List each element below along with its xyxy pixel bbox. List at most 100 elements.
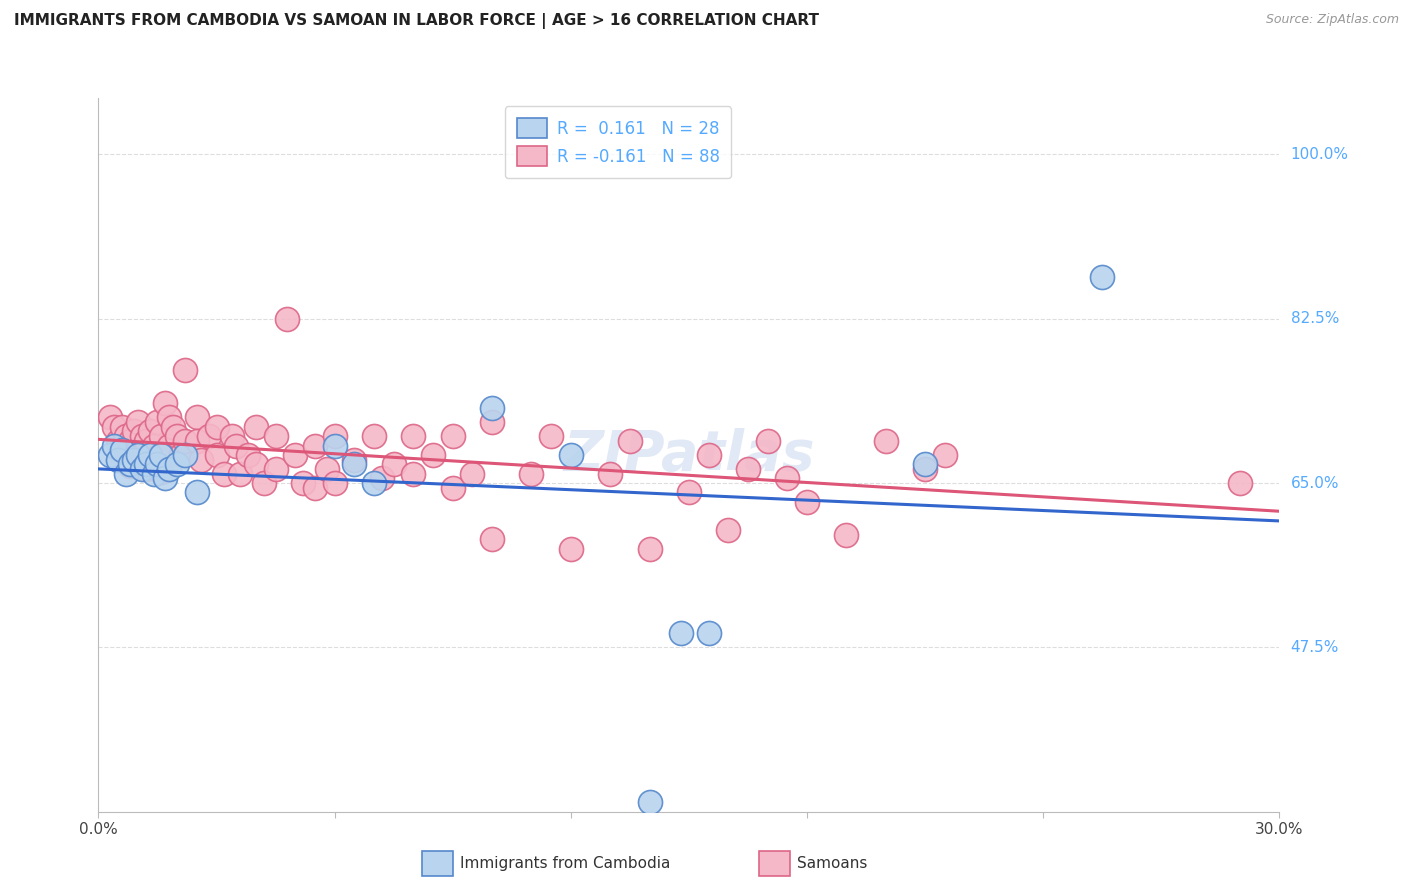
- Point: [174, 434, 197, 448]
- Point: [225, 438, 247, 452]
- Point: [162, 419, 184, 434]
- Point: [115, 429, 138, 443]
- Point: [323, 429, 346, 443]
- Point: [323, 476, 346, 491]
- Point: [315, 462, 337, 476]
- Point: [98, 410, 121, 425]
- Point: [441, 481, 464, 495]
- Point: [155, 471, 177, 485]
- Point: [214, 467, 236, 481]
- Text: IMMIGRANTS FROM CAMBODIA VS SAMOAN IN LABOR FORCE | AGE > 16 CORRELATION CHART: IMMIGRANTS FROM CAMBODIA VS SAMOAN IN LA…: [14, 13, 820, 29]
- Point: [304, 481, 326, 495]
- Point: [111, 443, 134, 458]
- Point: [166, 429, 188, 443]
- Point: [756, 434, 779, 448]
- Point: [131, 459, 153, 474]
- Point: [371, 471, 394, 485]
- Point: [157, 410, 180, 425]
- Point: [1091, 269, 1114, 284]
- Point: [776, 471, 799, 485]
- Point: [304, 438, 326, 452]
- Point: [276, 311, 298, 326]
- Legend: R =  0.161   N = 28, R = -0.161   N = 88: R = 0.161 N = 28, R = -0.161 N = 88: [505, 106, 731, 178]
- Point: [127, 448, 149, 462]
- Point: [678, 485, 700, 500]
- Point: [107, 452, 129, 467]
- Point: [146, 458, 169, 472]
- Text: Immigrants from Cambodia: Immigrants from Cambodia: [460, 856, 671, 871]
- Point: [170, 448, 193, 462]
- Point: [118, 459, 141, 474]
- Point: [481, 533, 503, 547]
- Point: [157, 438, 180, 452]
- Point: [118, 458, 141, 472]
- Point: [138, 448, 160, 462]
- Point: [150, 448, 173, 462]
- Point: [934, 448, 956, 462]
- Point: [737, 462, 759, 476]
- Point: [264, 429, 287, 443]
- Point: [127, 415, 149, 429]
- Point: [1229, 476, 1251, 491]
- Point: [174, 448, 197, 462]
- Point: [142, 438, 165, 452]
- Point: [914, 462, 936, 476]
- Point: [253, 476, 276, 491]
- Text: 47.5%: 47.5%: [1291, 640, 1339, 655]
- Text: Source: ZipAtlas.com: Source: ZipAtlas.com: [1265, 13, 1399, 27]
- Point: [382, 458, 405, 472]
- Point: [638, 541, 661, 556]
- Point: [520, 467, 543, 481]
- Point: [264, 462, 287, 476]
- Point: [150, 429, 173, 443]
- Point: [131, 462, 153, 476]
- Point: [205, 419, 228, 434]
- Point: [343, 458, 366, 472]
- Point: [186, 410, 208, 425]
- Point: [186, 485, 208, 500]
- Point: [103, 419, 125, 434]
- Point: [560, 541, 582, 556]
- Point: [122, 452, 145, 467]
- Point: [122, 425, 145, 439]
- Point: [157, 462, 180, 476]
- Point: [323, 438, 346, 452]
- Point: [190, 452, 212, 467]
- Point: [229, 467, 252, 481]
- Point: [245, 458, 267, 472]
- Point: [138, 452, 160, 467]
- Point: [540, 429, 562, 443]
- Point: [481, 401, 503, 415]
- Point: [697, 448, 720, 462]
- Text: 82.5%: 82.5%: [1291, 311, 1339, 326]
- Point: [422, 448, 444, 462]
- Point: [118, 434, 141, 448]
- Text: ZIPatlas: ZIPatlas: [564, 428, 814, 482]
- Point: [481, 415, 503, 429]
- Point: [166, 458, 188, 472]
- Point: [146, 415, 169, 429]
- Point: [205, 448, 228, 462]
- Point: [914, 458, 936, 472]
- Point: [115, 452, 138, 467]
- Point: [619, 434, 641, 448]
- Point: [697, 626, 720, 640]
- Point: [103, 438, 125, 452]
- Point: [875, 434, 897, 448]
- Point: [441, 429, 464, 443]
- Point: [135, 462, 157, 476]
- Point: [796, 495, 818, 509]
- Point: [150, 465, 173, 479]
- Point: [115, 467, 138, 481]
- Text: Samoans: Samoans: [797, 856, 868, 871]
- Point: [197, 429, 219, 443]
- Point: [245, 419, 267, 434]
- Point: [363, 429, 385, 443]
- Point: [402, 429, 425, 443]
- Point: [111, 419, 134, 434]
- Point: [127, 443, 149, 458]
- Point: [186, 434, 208, 448]
- Point: [146, 450, 169, 464]
- Point: [135, 458, 157, 472]
- Point: [461, 467, 484, 481]
